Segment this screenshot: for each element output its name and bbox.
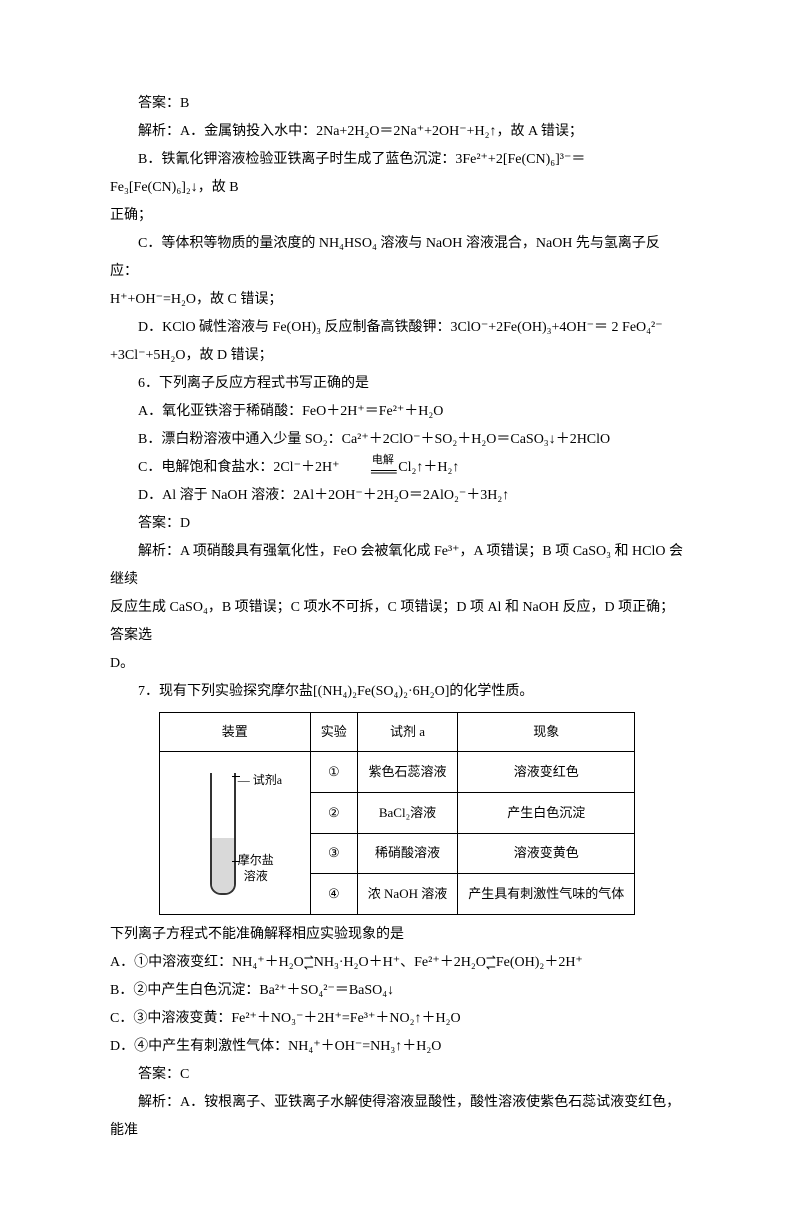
q5-analysis-b: B．铁氰化钾溶液检验亚铁离子时生成了蓝色沉淀：3Fe²⁺+2[Fe(CN)₆]³… (110, 146, 684, 202)
table-row: — 试剂a 摩尔盐溶液 ① 紫色石蕊溶液 溶液变红色 (159, 752, 634, 793)
equilibrium-arrow-icon: ⇀↽ (304, 954, 314, 971)
cell-reagent: BaCl₂溶液 (357, 792, 457, 833)
q7-stem: 7．现有下列实验探究摩尔盐[(NH₄)₂Fe(SO₄)₂·6H₂O]的化学性质。 (110, 678, 684, 706)
col-phenom: 现象 (458, 713, 635, 752)
text: NH₃·H₂O＋H⁺、Fe²⁺＋2H₂O (314, 955, 486, 970)
q5-analysis-d-cont: +3Cl⁻+5H₂O，故 D 错误； (110, 342, 684, 370)
q6-analysis-cont1: 反应生成 CaSO₄，B 项错误；C 项水不可拆，C 项错误；D 项 Al 和 … (110, 594, 684, 650)
cell-phenom: 产生白色沉淀 (458, 792, 635, 833)
q5-answer: 答案：B (110, 90, 684, 118)
text: A．①中溶液变红：NH₄⁺＋H₂O (110, 955, 304, 970)
text: Fe(OH)₂＋2H⁺ (496, 955, 583, 970)
q5-analysis-d: D．KClO 碱性溶液与 Fe(OH)₃ 反应制备高铁酸钾：3ClO⁻+2Fe(… (110, 314, 684, 342)
equilibrium-arrow-icon: ⇀↽ (486, 954, 496, 971)
q6-opt-c: C．电解饱和食盐水：2Cl⁻＋2H⁺ 电解 ═══ Cl₂↑＋H₂↑ (110, 454, 684, 482)
q7-opt-a: A．①中溶液变红：NH₄⁺＋H₂O⇀↽NH₃·H₂O＋H⁺、Fe²⁺＋2H₂O⇀… (110, 949, 684, 977)
analysis-prefix: 解析： (138, 124, 180, 139)
q6-opt-b: B．漂白粉溶液中通入少量 SO₂：Ca²⁺＋2ClO⁻＋SO₂＋H₂O＝CaSO… (110, 426, 684, 454)
document-page: 答案：B 解析：A．金属钠投入水中：2Na+2H₂O＝2Na⁺+2OH⁻+H₂↑… (0, 0, 794, 1205)
col-exp: 实验 (310, 713, 357, 752)
device-cell: — 试剂a 摩尔盐溶液 (159, 752, 310, 915)
cell-exp: ① (310, 752, 357, 793)
text: 摩尔盐 (238, 853, 274, 867)
q7-answer: 答案：C (110, 1061, 684, 1089)
q6-opt-a: A．氧化亚铁溶于稀硝酸：FeO＋2H⁺＝Fe²⁺＋H₂O (110, 398, 684, 426)
cell-reagent: 紫色石蕊溶液 (357, 752, 457, 793)
q6-stem: 6．下列离子反应方程式书写正确的是 (110, 370, 684, 398)
cell-exp: ② (310, 792, 357, 833)
cell-exp: ③ (310, 833, 357, 874)
col-device: 装置 (159, 713, 310, 752)
eq-line: ═══ (343, 466, 395, 480)
q6-opt-d: D．Al 溶于 NaOH 溶液：2Al＋2OH⁻＋2H₂O＝2AlO₂⁻＋3H₂… (110, 482, 684, 510)
text: 试剂a (253, 773, 282, 787)
cell-reagent: 浓 NaOH 溶液 (357, 874, 457, 915)
q5-analysis-a: 解析：A．金属钠投入水中：2Na+2H₂O＝2Na⁺+2OH⁻+H₂↑，故 A … (110, 118, 684, 146)
q5-analysis-b-cont: 正确； (110, 202, 684, 230)
text: 溶液 (244, 869, 268, 883)
cell-phenom: 溶液变黄色 (458, 833, 635, 874)
cell-reagent: 稀硝酸溶液 (357, 833, 457, 874)
q7-opt-b: B．②中产生白色沉淀：Ba²⁺＋SO₄²⁻＝BaSO₄↓ (110, 977, 684, 1005)
q6-analysis-cont2: D。 (110, 650, 684, 678)
q7-opt-c: C．③中溶液变黄：Fe²⁺＋NO₃⁻＋2H⁺=Fe³⁺＋NO₂↑＋H₂O (110, 1005, 684, 1033)
electrolysis-arrow: 电解 ═══ (343, 455, 395, 480)
reagent-a-label: — 试剂a (238, 768, 282, 792)
text: Cl₂↑＋H₂↑ (398, 460, 459, 475)
cell-phenom: 溶液变红色 (458, 752, 635, 793)
col-reagent: 试剂 a (357, 713, 457, 752)
q7-opt-d: D．④中产生有刺激性气体：NH₄⁺＋OH⁻=NH₃↑＋H₂O (110, 1033, 684, 1061)
test-tube-diagram: — 试剂a 摩尔盐溶液 (180, 758, 290, 908)
q7-table: 装置 实验 试剂 a 现象 — 试剂a 摩尔盐溶液 ① 紫色石蕊溶液 溶液变红色 (159, 712, 635, 915)
test-tube-icon (210, 773, 236, 895)
cell-exp: ④ (310, 874, 357, 915)
mohr-salt-label: 摩尔盐溶液 (238, 853, 274, 884)
q7-analysis: 解析：A．铵根离子、亚铁离子水解使得溶液显酸性，酸性溶液使紫色石蕊试液变红色，能… (110, 1089, 684, 1145)
table-header-row: 装置 实验 试剂 a 现象 (159, 713, 634, 752)
q6-answer: 答案：D (110, 510, 684, 538)
q5-analysis-c: C．等体积等物质的量浓度的 NH₄HSO₄ 溶液与 NaOH 溶液混合，NaOH… (110, 230, 684, 286)
q5-analysis-c-cont: H⁺+OH⁻=H₂O，故 C 错误； (110, 286, 684, 314)
cell-phenom: 产生具有刺激性气味的气体 (458, 874, 635, 915)
text: C．电解饱和食盐水：2Cl⁻＋2H⁺ (138, 460, 339, 475)
liquid (212, 838, 234, 893)
q7-substem: 下列离子方程式不能准确解释相应实验现象的是 (110, 921, 684, 949)
text: A．金属钠投入水中：2Na+2H₂O＝2Na⁺+2OH⁻+H₂↑，故 A 错误； (180, 124, 583, 139)
q6-analysis: 解析：A 项硝酸具有强氧化性，FeO 会被氧化成 Fe³⁺，A 项错误；B 项 … (110, 538, 684, 594)
